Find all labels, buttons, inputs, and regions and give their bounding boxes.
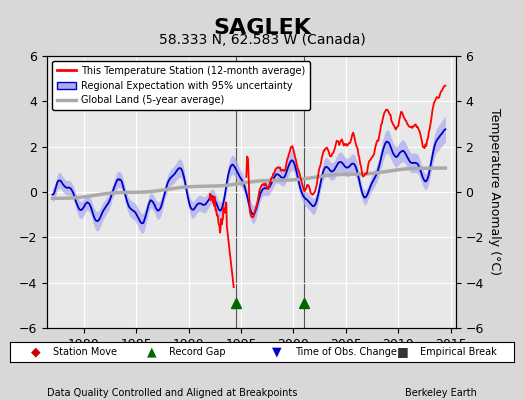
Text: ◆: ◆ bbox=[31, 346, 40, 358]
Text: Time of Obs. Change: Time of Obs. Change bbox=[294, 347, 397, 357]
Text: Record Gap: Record Gap bbox=[169, 347, 225, 357]
Text: Data Quality Controlled and Aligned at Breakpoints: Data Quality Controlled and Aligned at B… bbox=[47, 388, 298, 398]
Text: 58.333 N, 62.583 W (Canada): 58.333 N, 62.583 W (Canada) bbox=[159, 33, 365, 47]
Text: Berkeley Earth: Berkeley Earth bbox=[405, 388, 477, 398]
Text: Empirical Break: Empirical Break bbox=[420, 347, 497, 357]
Text: Station Move: Station Move bbox=[53, 347, 117, 357]
Legend: This Temperature Station (12-month average), Regional Expectation with 95% uncer: This Temperature Station (12-month avera… bbox=[52, 61, 310, 110]
Text: ▼: ▼ bbox=[272, 346, 282, 358]
Text: SAGLEK: SAGLEK bbox=[213, 18, 311, 38]
Y-axis label: Temperature Anomaly (°C): Temperature Anomaly (°C) bbox=[488, 108, 500, 276]
Text: ▲: ▲ bbox=[147, 346, 156, 358]
Text: ■: ■ bbox=[397, 346, 409, 358]
